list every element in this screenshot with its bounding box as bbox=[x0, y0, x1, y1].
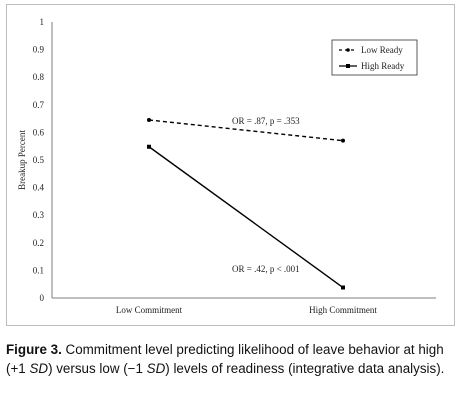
y-tick-label: 0.4 bbox=[33, 183, 45, 193]
figure-caption: Figure 3. Commitment level predicting li… bbox=[6, 340, 458, 378]
series-line-low-ready bbox=[148, 119, 344, 142]
chart: 0 0.1 0.2 0.3 0.4 0.5 0.6 0.7 0.8 0.9 1 Low Commit… bbox=[17, 17, 436, 315]
caption-sd-2: SD bbox=[146, 361, 166, 376]
caption-text-2: ) versus low (−1 bbox=[48, 361, 147, 376]
y-tick-label: 0.5 bbox=[33, 155, 45, 165]
data-point-low-ready bbox=[341, 138, 345, 143]
y-tick-label: 0.3 bbox=[33, 210, 45, 220]
y-tick-label: 1 bbox=[40, 17, 45, 27]
caption-sd-1: SD bbox=[29, 361, 49, 376]
annotation-label: OR = .87, p = .353 bbox=[232, 116, 300, 126]
legend-marker-high-ready bbox=[346, 64, 350, 68]
legend-label-low-ready: Low Ready bbox=[361, 45, 403, 55]
data-point-high-ready bbox=[147, 144, 151, 149]
x-tick-label: High Commitment bbox=[309, 305, 377, 315]
legend-label-high-ready: High Ready bbox=[361, 61, 405, 71]
y-axis: 0 0.1 0.2 0.3 0.4 0.5 0.6 0.7 0.8 0.9 1 bbox=[33, 17, 53, 303]
y-axis-label: Breakup Percent bbox=[17, 130, 27, 190]
annotations: OR = .87, p = .353 OR = .42, p < .001 bbox=[232, 116, 300, 274]
caption-text-1: Commitment level predicting likelihood o… bbox=[6, 342, 444, 376]
legend: Low Ready High Ready bbox=[331, 39, 418, 76]
legend-box bbox=[331, 39, 418, 76]
data-point-high-ready bbox=[341, 285, 345, 290]
y-tick-label: 0 bbox=[40, 293, 45, 303]
y-tick-label: 0.9 bbox=[33, 45, 45, 55]
series-line-high-ready bbox=[148, 146, 344, 289]
y-tick-label: 0.7 bbox=[33, 100, 45, 110]
caption-label: Figure 3. bbox=[6, 342, 62, 357]
legend-marker-low-ready bbox=[346, 48, 350, 52]
y-tick-label: 0.6 bbox=[33, 127, 45, 137]
caption-text-3: ) levels of readiness (integrative data … bbox=[165, 361, 445, 376]
y-tick-labels: 0 0.1 0.2 0.3 0.4 0.5 0.6 0.7 0.8 0.9 1 bbox=[33, 17, 45, 303]
series-group bbox=[147, 117, 345, 290]
x-tick-labels: Low Commitment High Commitment bbox=[116, 305, 377, 315]
annotation-label: OR = .42, p < .001 bbox=[232, 264, 300, 274]
x-tick-label: Low Commitment bbox=[116, 305, 183, 315]
y-tick-label: 0.8 bbox=[33, 72, 45, 82]
data-point-low-ready bbox=[147, 117, 151, 122]
y-tick-label: 0.2 bbox=[33, 238, 44, 248]
y-tick-label: 0.1 bbox=[33, 265, 44, 275]
